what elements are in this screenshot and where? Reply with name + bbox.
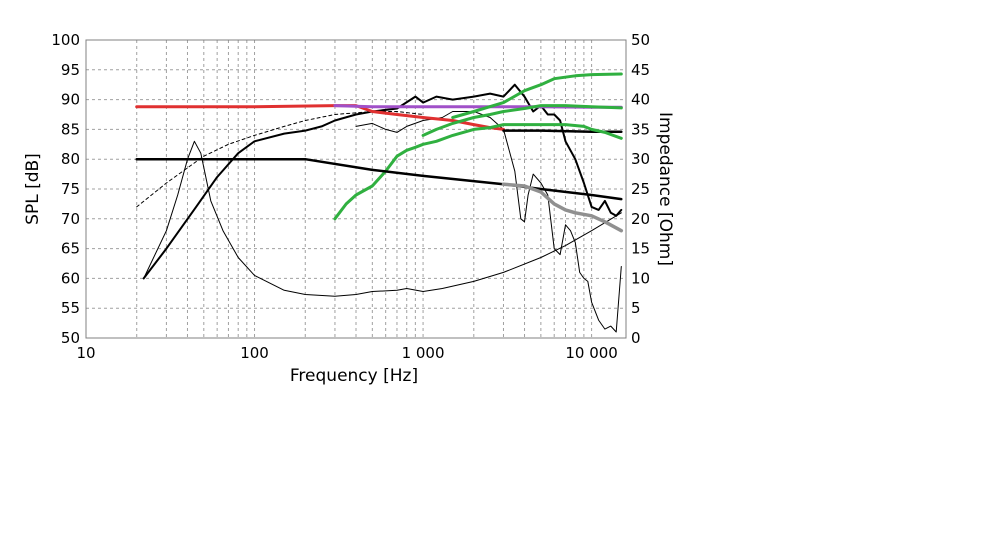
- y2-tick-label: 25: [631, 180, 650, 198]
- series-line-3: [355, 111, 622, 333]
- y-tick-label: 75: [61, 180, 80, 198]
- y-tick-label: 90: [61, 91, 80, 109]
- series-line-9: [421, 104, 623, 137]
- series-line-8: [333, 123, 623, 221]
- x-tick-label: 10: [76, 344, 95, 362]
- y-tick-label: 60: [61, 269, 80, 287]
- y2-tick-label: 50: [631, 31, 650, 49]
- y-tick-label: 85: [61, 120, 80, 138]
- series-line-10: [451, 72, 623, 119]
- y2-tick-label: 40: [631, 91, 650, 109]
- y-tick-label: 55: [61, 299, 80, 317]
- y2-tick-label: 0: [631, 329, 641, 347]
- y2-tick-label: 45: [631, 61, 650, 79]
- series-line-2: [143, 140, 622, 297]
- y2-axis-label: Impedance [Ohm]: [655, 112, 675, 266]
- x-tick-label: 10 000: [565, 344, 618, 362]
- series-line-4: [136, 111, 424, 208]
- y-tick-label: 100: [51, 31, 80, 49]
- series-line-5: [135, 104, 505, 131]
- y2-tick-label: 20: [631, 210, 650, 228]
- series-layer: [135, 72, 624, 333]
- y-tick-label: 95: [61, 61, 80, 79]
- series-line-12: [501, 182, 624, 233]
- y2-tick-label: 35: [631, 120, 650, 138]
- y2-tick-label: 10: [631, 269, 650, 287]
- y2-tick-label: 30: [631, 150, 650, 168]
- y-axis-label: SPL [dB]: [23, 153, 43, 225]
- x-axis-label: Frequency [Hz]: [290, 366, 418, 386]
- x-tick-label: 1 000: [402, 344, 445, 362]
- y2-tick-label: 5: [631, 299, 641, 317]
- x-tick-label: 100: [240, 344, 269, 362]
- y2-tick-label: 15: [631, 240, 650, 258]
- tick-labels: 50 55 60 65 70 75 80 85 90 95 100 0 5 10 15 20 25 30 35 40 4…: [51, 31, 650, 362]
- y-tick-label: 50: [61, 329, 80, 347]
- y-tick-label: 80: [61, 150, 80, 168]
- series-line-11: [135, 157, 623, 201]
- series-line-1: [142, 83, 623, 280]
- plot-frame: [85, 39, 627, 339]
- y-tick-label: 65: [61, 240, 80, 258]
- y-tick-label: 70: [61, 210, 80, 228]
